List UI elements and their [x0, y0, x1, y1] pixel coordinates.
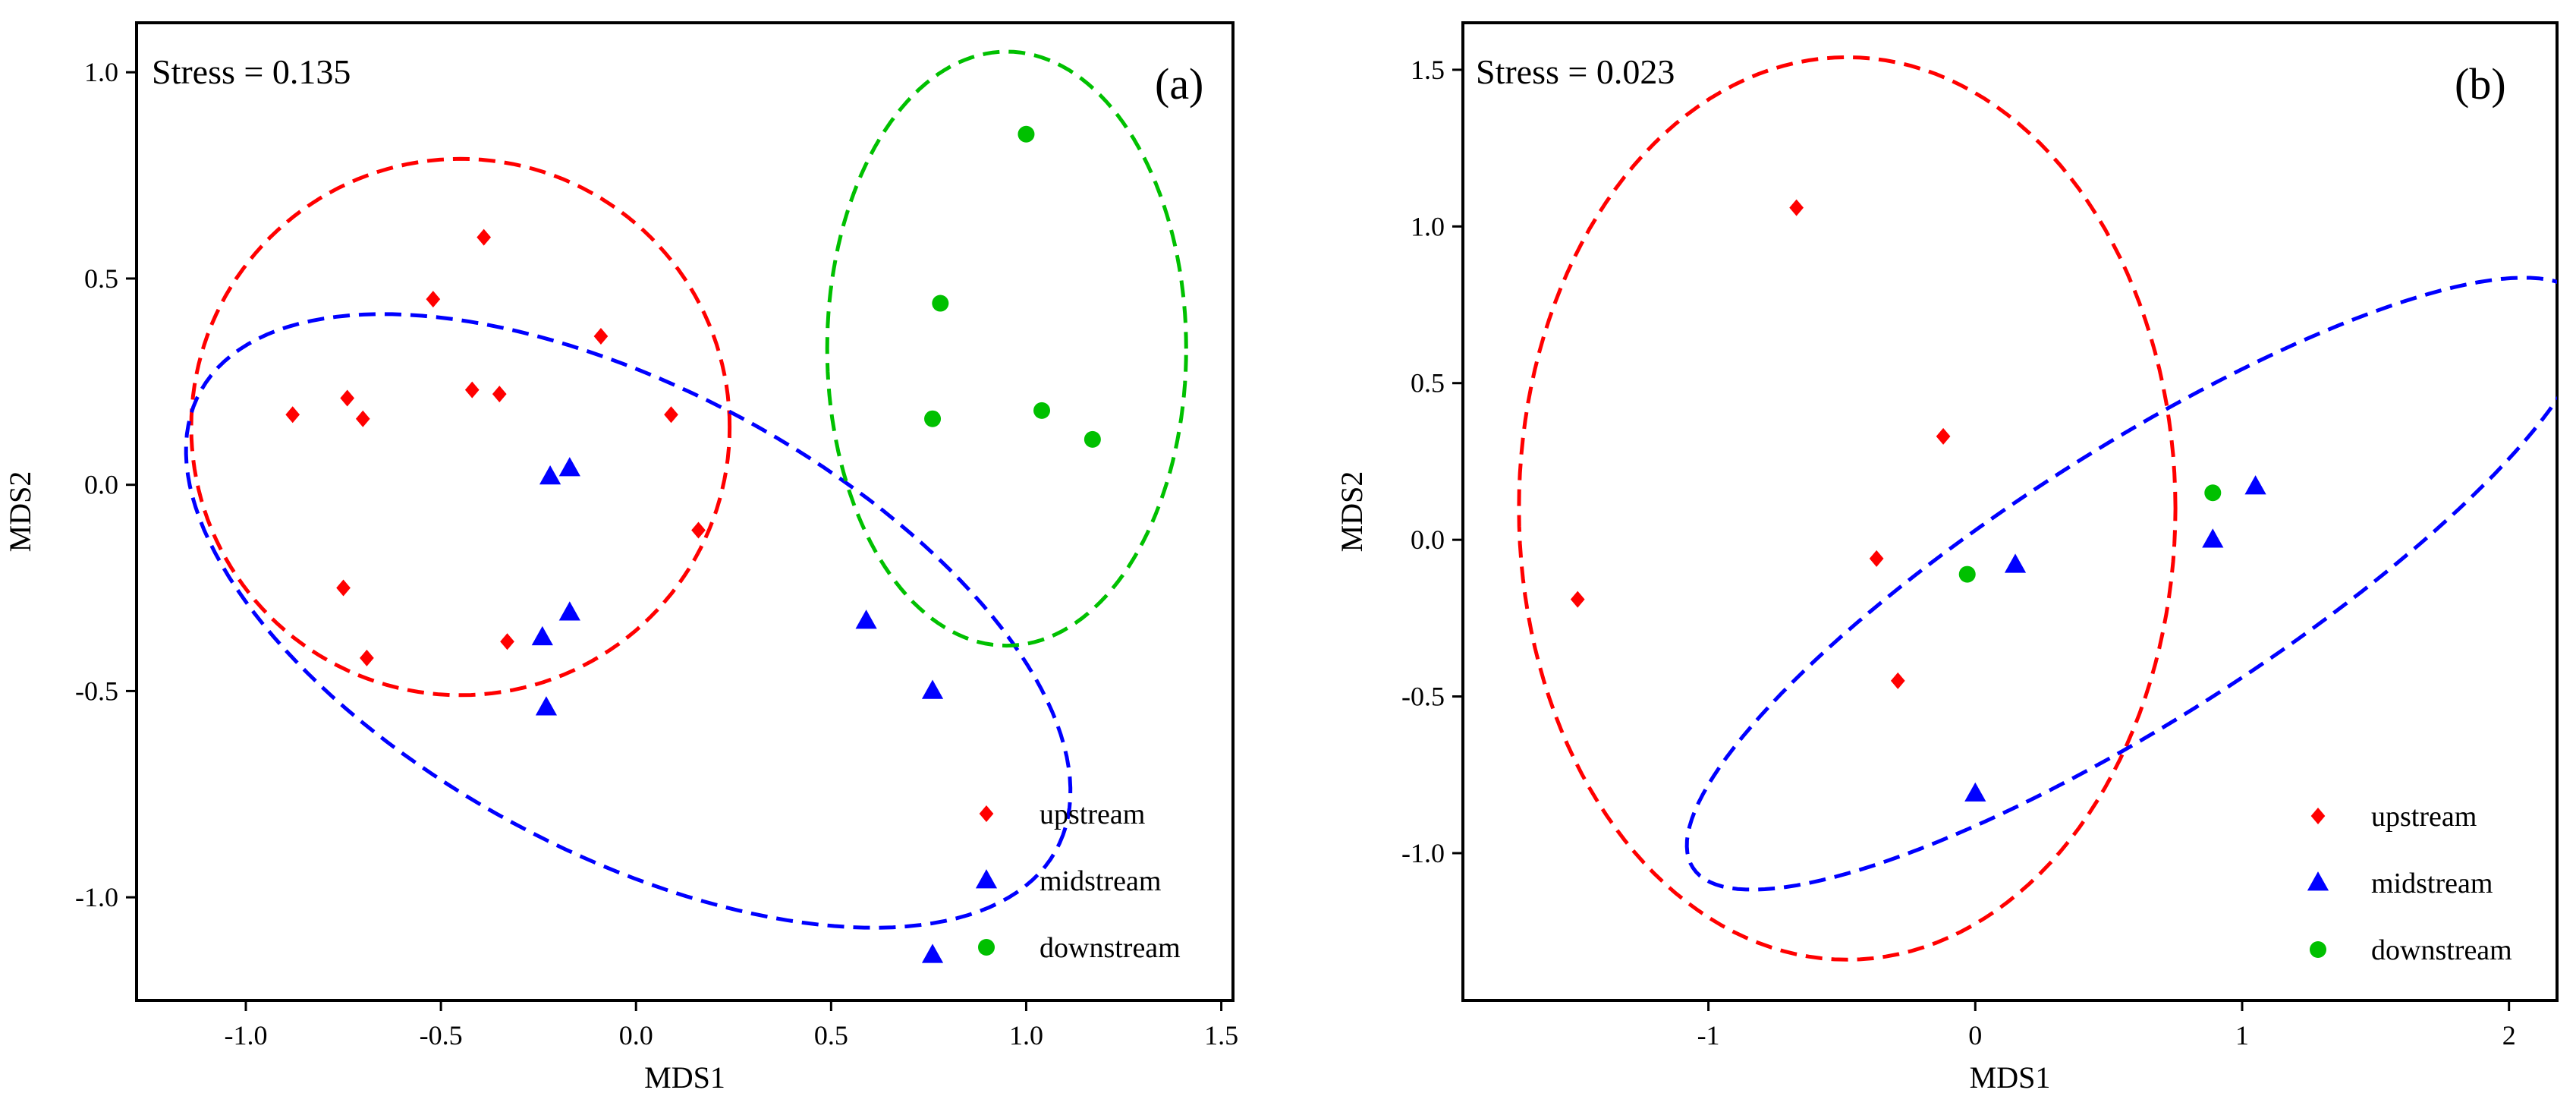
panel-b-downstream-point	[1958, 565, 1976, 583]
panel-a-x-tick-label: -0.5	[420, 1020, 463, 1051]
panel-a: -1.0 -0.5 0.0 0.5 1.0 1.5 -1.0 -0.5 0.0 0.5 1.0 MDS…	[3, 21, 1238, 1095]
panel-b-upstream-point	[1936, 427, 1951, 445]
panel-a-upstream-point	[285, 406, 300, 424]
panel-b-frame	[1461, 21, 2559, 1002]
panel-b-downstream-point	[2204, 484, 2222, 502]
panel-b-series-downstream	[1958, 484, 2222, 583]
panel-b-legend-downstream-marker	[2310, 941, 2326, 958]
panel-a-upstream-point	[464, 381, 480, 398]
panel-a-x-tick-label: 1.5	[1204, 1020, 1238, 1051]
panel-a-upstream-point	[336, 579, 351, 597]
panel-b-upstream-point	[1890, 672, 1905, 689]
panel-a-midstream-point	[535, 696, 558, 716]
panel-a-legend-downstream-marker	[978, 939, 995, 956]
panel-a-midstream-point	[539, 465, 561, 485]
panel-b-label: (b)	[2455, 59, 2506, 109]
panel-a-y-tick-label: -1.0	[75, 882, 118, 912]
panel-a-frame	[135, 21, 1235, 1002]
panel-a-downstream-point	[924, 410, 942, 427]
panel-b-x-tick-label: 0	[1968, 1020, 1982, 1051]
panel-a-midstream-point	[558, 457, 580, 477]
panel-a-x-tick-label: 0.5	[814, 1020, 848, 1051]
panel-a-stress-label: Stress = 0.135	[152, 52, 351, 91]
panel-b-y-tick-label: 0.5	[1411, 368, 1445, 398]
panel-a-upstream-point	[492, 386, 507, 403]
panel-b-x-tick-label: 1	[2235, 1020, 2249, 1051]
panel-a-x-axis-title: MDS1	[644, 1060, 725, 1095]
panel-a-y-tick-label: 0.5	[84, 263, 118, 294]
panel-a-downstream-point	[1018, 125, 1035, 143]
panel-b-midstream-point	[1964, 782, 1986, 802]
panel-a-y-tick-label: -0.5	[75, 676, 118, 706]
panel-b: -1 0 1 2 -1.0 -0.5 0.0 0.5 1.0 1.5 MDS1 MDS2 Stress …	[1335, 21, 2559, 1095]
panel-b-legend-downstream-label: downstream	[2371, 934, 2512, 966]
panel-b-y-tick-label: -0.5	[1401, 682, 1445, 712]
panel-b-y-tick-label: 1.5	[1411, 55, 1445, 85]
panel-b-y-tick-label: -1.0	[1401, 838, 1445, 868]
panel-a-upstream-point	[593, 328, 609, 345]
panel-b-x-tick-label: 2	[2502, 1020, 2516, 1051]
panel-b-upstream-point	[1789, 199, 1804, 216]
panel-a-upstream-point	[500, 633, 514, 651]
panel-a-series-upstream	[285, 228, 706, 666]
panel-a-legend-upstream-marker	[979, 805, 994, 822]
panel-a-upstream-point	[355, 410, 370, 427]
panel-b-ellipse-midstream	[1684, 276, 2557, 892]
panel-a-legend-upstream-label: upstream	[1040, 799, 1145, 830]
panel-a-upstream-point	[477, 228, 492, 246]
panel-a-ellipses	[184, 49, 1188, 930]
panel-b-midstream-point	[2004, 553, 2027, 573]
panel-a-label: (a)	[1155, 59, 1203, 109]
panel-b-upstream-point	[1570, 591, 1585, 608]
panel-a-series-midstream	[531, 457, 944, 963]
panel-b-legend-midstream-marker	[2307, 871, 2329, 891]
panel-a-y-axis-title: MDS2	[3, 471, 37, 553]
panel-b-legend-midstream-label: midstream	[2371, 868, 2493, 899]
panel-b-series-upstream	[1570, 199, 1951, 689]
panel-a-upstream-point	[664, 406, 678, 424]
panel-a-midstream-point	[855, 610, 877, 629]
panel-a-upstream-point	[340, 389, 355, 407]
panel-a-downstream-point	[932, 295, 949, 312]
panel-a-upstream-point	[360, 649, 374, 666]
panel-b-x-axis-title: MDS1	[1970, 1060, 2051, 1095]
panel-a-ellipse-upstream	[189, 156, 732, 698]
panel-a-legend: upstream midstream downstream	[975, 799, 1181, 964]
panel-a-downstream-point	[1084, 430, 1101, 448]
panel-b-y-axis-title: MDS2	[1335, 471, 1369, 553]
panel-b-stress-label: Stress = 0.023	[1476, 52, 1675, 91]
panel-b-legend-upstream-marker	[2310, 808, 2326, 824]
panel-a-legend-downstream-label: downstream	[1040, 932, 1181, 964]
panel-b-legend-upstream-label: upstream	[2371, 801, 2477, 833]
panel-a-ellipse-downstream	[825, 49, 1188, 648]
panel-a-upstream-point	[691, 521, 706, 539]
panel-a-midstream-point	[921, 679, 944, 699]
panel-b-upstream-point	[1869, 550, 1884, 567]
panel-b-legend: upstream midstream downstream	[2307, 801, 2512, 966]
panel-b-series-midstream	[1964, 475, 2266, 802]
panel-b-y-tick-label: 1.0	[1411, 211, 1445, 241]
panel-a-series-downstream	[924, 125, 1101, 448]
panel-a-y-tick-label: 1.0	[84, 57, 118, 87]
panel-a-midstream-point	[921, 943, 944, 963]
panel-b-ellipses	[1517, 55, 2557, 962]
panel-a-downstream-point	[1033, 402, 1051, 419]
panel-a-x-tick-label: 1.0	[1009, 1020, 1043, 1051]
panel-b-x-tick-label: -1	[1697, 1020, 1720, 1051]
panel-a-y-tick-label: 0.0	[84, 470, 118, 500]
panel-b-ellipse-upstream	[1517, 55, 2178, 962]
panel-a-legend-midstream-marker	[975, 869, 998, 889]
panel-a-x-tick-label: -1.0	[224, 1020, 267, 1051]
panel-a-midstream-point	[558, 601, 580, 621]
panel-a-legend-midstream-label: midstream	[1040, 865, 1161, 897]
panel-b-midstream-point	[2244, 475, 2266, 495]
panel-a-midstream-point	[531, 625, 553, 646]
panel-a-ellipse-midstream	[184, 312, 1073, 930]
panel-a-upstream-point	[426, 291, 441, 308]
panel-a-x-tick-label: 0.0	[619, 1020, 653, 1051]
panel-b-y-tick-label: 0.0	[1411, 524, 1445, 555]
panel-b-midstream-point	[2202, 528, 2224, 548]
